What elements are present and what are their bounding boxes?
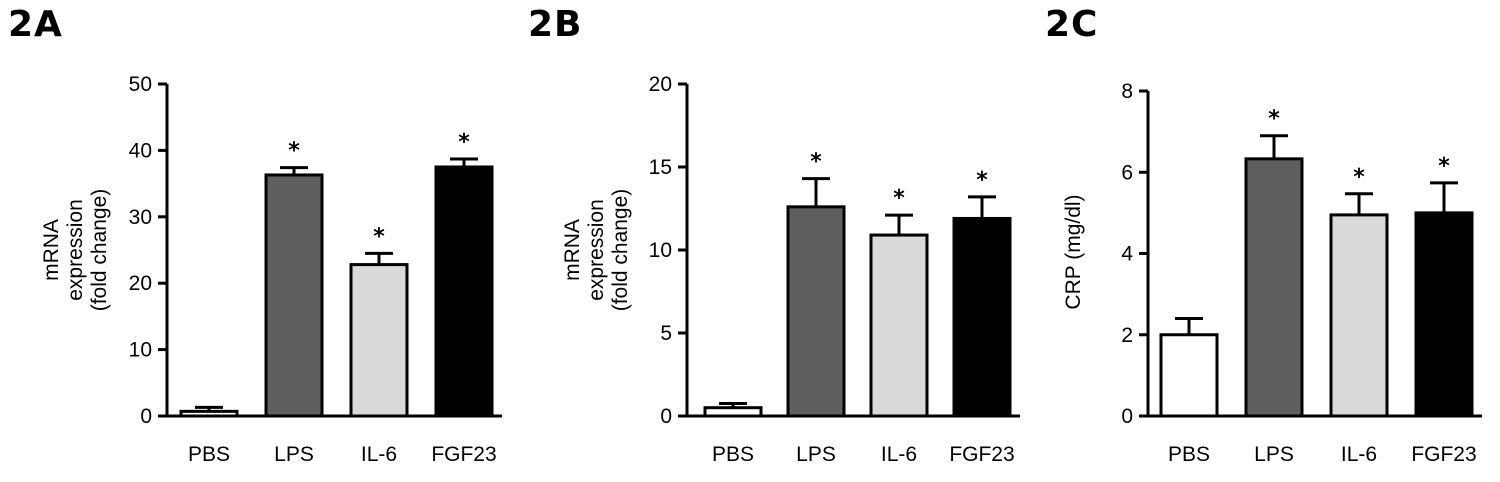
y-tick-label: 40 [129, 139, 152, 162]
y-tick-label: 10 [129, 339, 152, 362]
significance-marker: * [288, 139, 300, 164]
bar-fgf23 [434, 165, 494, 418]
significance-marker: * [893, 186, 905, 211]
x-tick-label: FGF23 [1411, 443, 1476, 466]
y-tick-label: 2 [1121, 324, 1133, 347]
y-tick-label: 6 [1121, 161, 1133, 184]
x-tick-label: LPS [1254, 443, 1294, 466]
y-axis-label: expression [64, 199, 87, 301]
y-tick-label: 15 [649, 156, 672, 179]
bar-pbs [703, 406, 763, 418]
panel-2b: 2B 0 5 10 15 20 mRNA expression (fold change) PB… [528, 4, 1020, 466]
bar-lps [264, 173, 324, 418]
bar-il-6 [869, 233, 929, 418]
x-tick-label: IL-6 [881, 443, 917, 466]
y-tick-label: 8 [1121, 80, 1133, 103]
y-tick-label: 20 [649, 73, 672, 96]
x-tick-label: PBS [712, 443, 754, 466]
bar-pbs [179, 409, 239, 418]
bar-chart-2b: 0 5 10 15 20 mRNA expression (fold change) PBS * L… [561, 73, 1020, 466]
significance-marker: * [976, 168, 988, 193]
x-tick-label: PBS [1168, 443, 1210, 466]
bar-fgf23 [952, 216, 1012, 418]
x-tick-label: PBS [188, 443, 230, 466]
significance-marker: * [810, 150, 822, 175]
x-tick-label: FGF23 [431, 443, 496, 466]
significance-marker: * [1438, 154, 1450, 179]
x-tick-label: IL-6 [1341, 443, 1377, 466]
x-tick-label: IL-6 [361, 443, 397, 466]
significance-marker: * [373, 224, 385, 249]
bar-chart-2a: 0 10 20 30 40 50 mRNA expression (fold change) PB… [40, 73, 502, 466]
y-axis-label: mRNA [561, 219, 584, 281]
significance-marker: * [458, 130, 470, 155]
y-tick-label: 4 [1121, 243, 1133, 266]
significance-marker: * [1268, 107, 1280, 132]
y-axis-label: (fold change) [609, 189, 632, 312]
y-axis-label: CRP (mg/dl) [1062, 194, 1085, 309]
bar-il-6 [349, 263, 409, 418]
y-tick-label: 50 [129, 73, 152, 96]
y-tick-label: 30 [129, 206, 152, 229]
panel-label: 2A [8, 4, 63, 45]
y-tick-label: 20 [129, 272, 152, 295]
x-tick-label: FGF23 [949, 443, 1014, 466]
panel-label: 2C [1045, 4, 1099, 45]
y-tick-label: 10 [649, 239, 672, 262]
bar-lps [786, 205, 846, 418]
x-tick-label: LPS [274, 443, 314, 466]
y-axis-label: (fold change) [88, 189, 111, 312]
y-tick-label: 5 [660, 322, 672, 345]
bar-pbs [1159, 333, 1219, 418]
y-tick-label: 0 [1121, 405, 1133, 428]
panel-2a: 2A 0 10 20 30 40 50 mRNA expression (fold change… [0, 0, 502, 482]
y-tick-label: 0 [140, 405, 152, 428]
bar-il-6 [1329, 213, 1389, 418]
bar-lps [1244, 157, 1304, 418]
y-tick-label: 0 [660, 405, 672, 428]
y-axis-label: expression [585, 199, 608, 301]
bar-fgf23 [1414, 211, 1474, 418]
x-tick-label: LPS [796, 443, 836, 466]
significance-marker: * [1353, 165, 1365, 190]
y-axis-label: mRNA [40, 219, 63, 281]
panel-label: 2B [528, 4, 583, 45]
